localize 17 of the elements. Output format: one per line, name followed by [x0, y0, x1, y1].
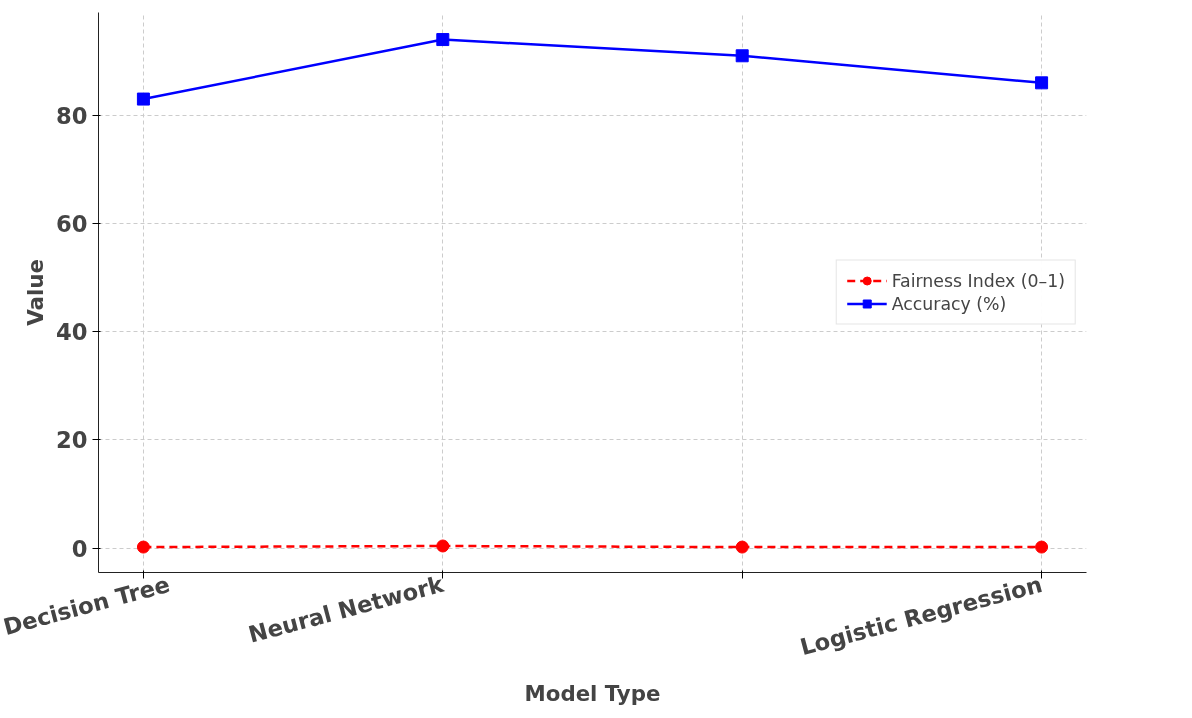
y-tick-label: 80 — [55, 102, 88, 129]
legend-label: Fairness Index (0–1) — [891, 270, 1065, 291]
legend-label: Accuracy (%) — [891, 293, 1007, 314]
point — [436, 539, 450, 553]
point — [436, 33, 450, 47]
point — [136, 540, 150, 554]
point — [1035, 76, 1049, 90]
point — [136, 92, 150, 106]
point — [1035, 540, 1049, 554]
y-tick-label: 60 — [55, 211, 88, 238]
x-axis-title: Model Type — [524, 680, 661, 706]
point — [735, 540, 749, 554]
y-tick-label: 40 — [55, 319, 88, 346]
y-tick-label: 20 — [55, 427, 88, 454]
y-tick-label: 0 — [71, 535, 88, 562]
point — [735, 49, 749, 63]
y-axis-title: Value — [22, 259, 48, 326]
